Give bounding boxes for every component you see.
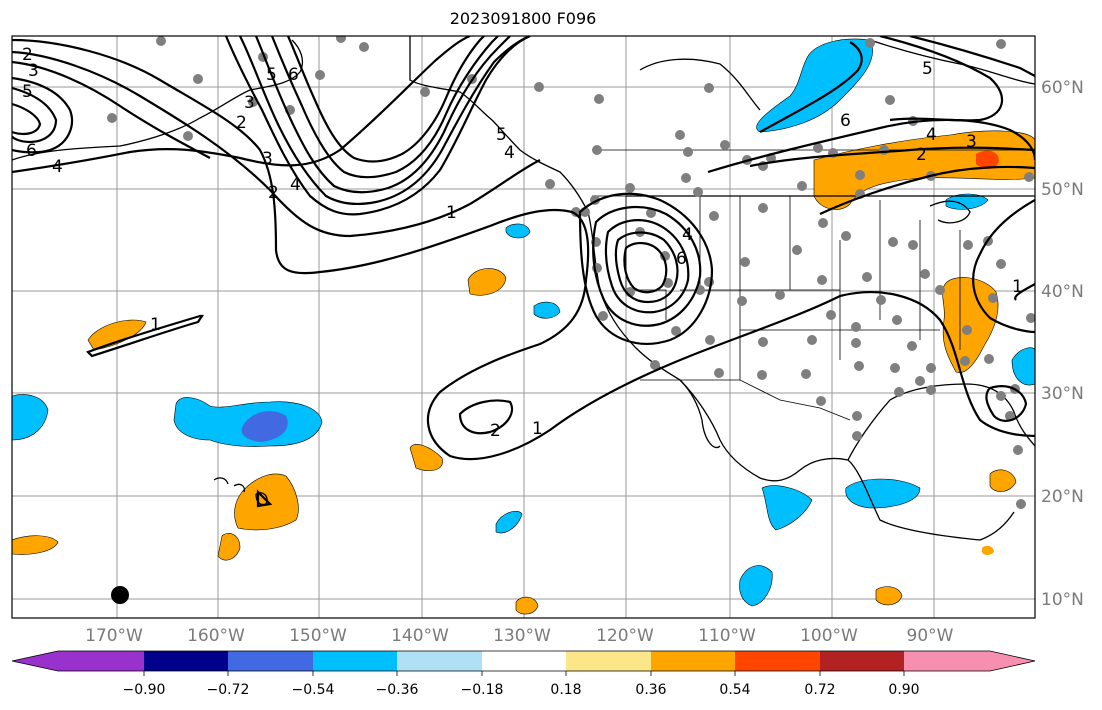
colorbar-tick-label: 0.90 <box>888 682 919 698</box>
colorbar-segment <box>228 651 313 671</box>
colorbar-tick-label: 0.18 <box>550 682 581 698</box>
positive-anomaly <box>217 533 241 561</box>
negative-anomaly <box>756 38 873 133</box>
contour-label: 3 <box>244 93 255 113</box>
colorbar-segment <box>397 651 482 671</box>
colorbar-segment <box>566 651 651 671</box>
negative-anomaly <box>495 511 523 534</box>
colorbar-segment <box>144 651 228 671</box>
positive-anomaly <box>989 469 1017 492</box>
contour-label: 2 <box>236 113 247 133</box>
contour-label: 5 <box>922 59 933 79</box>
positive-anomaly <box>942 277 999 373</box>
contour-label: 5 <box>22 82 33 102</box>
contour-label: 3 <box>966 132 977 152</box>
colorbar-tick-label: −0.54 <box>292 682 335 698</box>
colorbar-tick-label: −0.72 <box>207 682 250 698</box>
contour-labels: 2 3 5 6 4 5 3 2 4 6 5 4 3 2 1 1 2 1 4 6 … <box>22 45 1023 441</box>
positive-anomaly <box>409 444 443 471</box>
positive-anomaly <box>467 268 507 296</box>
contour-label: 1 <box>1012 277 1023 297</box>
colorbar-segment <box>735 651 820 671</box>
lon-label: 120°W <box>596 626 654 646</box>
colorbar-low-extend <box>12 651 58 671</box>
colorbar-segment <box>482 651 566 671</box>
highlight-station-marker <box>111 586 129 604</box>
contour-label: 6 <box>840 111 851 131</box>
positive-anomaly <box>875 586 903 606</box>
negative-anomaly <box>945 193 989 210</box>
strong-negative-anomaly <box>241 411 288 442</box>
contour-label: 3 <box>28 61 39 81</box>
lat-label: 60°N <box>1041 78 1084 98</box>
negative-anomaly <box>12 394 49 441</box>
contour-label: 6 <box>288 65 299 85</box>
colorbar-segment <box>313 651 397 671</box>
lat-label: 40°N <box>1041 282 1084 302</box>
contour-label: 4 <box>926 125 937 145</box>
contour-label: 2 <box>22 45 33 65</box>
colorbar: −0.90 −0.72 −0.54 −0.36 −0.18 0.18 0.36 … <box>11 650 1036 698</box>
positive-anomaly <box>87 319 147 351</box>
lat-label: 50°N <box>1041 180 1084 200</box>
contour-label: 6 <box>26 141 37 161</box>
contour-label: 6 <box>676 249 687 269</box>
contour-label: 4 <box>504 143 515 163</box>
longitude-labels: 170°W 160°W 150°W 140°W 130°W 120°W 110°… <box>85 626 954 646</box>
colorbar-tick-label: −0.36 <box>376 682 419 698</box>
contour-label: 1 <box>150 315 161 335</box>
negative-anomaly <box>739 565 773 607</box>
colorbar-tick-label: 0.72 <box>804 682 835 698</box>
contour-label: 5 <box>496 125 507 145</box>
negative-anomaly <box>761 485 813 531</box>
colorbar-segment <box>651 651 735 671</box>
contour-label: 2 <box>268 183 279 203</box>
lon-label: 150°W <box>289 626 347 646</box>
contour-label: 4 <box>52 157 63 177</box>
colorbar-tick-label: −0.90 <box>123 682 166 698</box>
lat-label: 30°N <box>1041 384 1084 404</box>
negative-anomaly <box>505 223 531 239</box>
colorbar-segment <box>820 651 904 671</box>
contour-label: 1 <box>446 203 457 223</box>
contour-lines <box>12 36 1035 508</box>
lon-label: 110°W <box>698 626 756 646</box>
positive-anomaly <box>813 130 1035 210</box>
contour-label: 4 <box>682 225 693 245</box>
colorbar-segment <box>904 651 990 671</box>
colorbar-high-extend <box>990 651 1035 671</box>
negative-anomaly <box>533 301 561 319</box>
colorbar-tick-label: 0.54 <box>719 682 750 698</box>
strong-positive-anomaly <box>976 150 999 169</box>
lon-label: 100°W <box>800 626 858 646</box>
political-borders <box>592 149 1035 421</box>
map-title: 2023091800 F096 <box>449 9 597 28</box>
lon-label: 160°W <box>187 626 245 646</box>
colorbar-segment <box>58 651 144 671</box>
lon-label: 140°W <box>391 626 449 646</box>
anomaly-fills <box>12 38 1035 615</box>
lat-label: 10°N <box>1041 590 1084 610</box>
contour-label: 1 <box>532 419 543 439</box>
lon-label: 90°W <box>907 626 954 646</box>
contour-label: 5 <box>266 65 277 85</box>
positive-anomaly <box>982 545 994 555</box>
contour-label: 3 <box>262 149 273 169</box>
colorbar-outline <box>11 650 1036 672</box>
negative-anomaly <box>1011 347 1035 386</box>
contour-label: 2 <box>916 145 927 165</box>
lat-label: 20°N <box>1041 487 1084 507</box>
latitude-labels: 60°N 50°N 40°N 30°N 20°N 10°N <box>1041 78 1084 610</box>
map-border <box>11 35 1036 619</box>
lon-label: 130°W <box>493 626 551 646</box>
colorbar-tick-label: −0.18 <box>461 682 504 698</box>
lon-label: 170°W <box>85 626 143 646</box>
positive-anomaly <box>515 596 539 615</box>
contour-label: 4 <box>290 175 301 195</box>
contour-label: 2 <box>490 421 501 441</box>
positive-anomaly <box>12 535 59 555</box>
colorbar-tick-label: 0.36 <box>635 682 666 698</box>
